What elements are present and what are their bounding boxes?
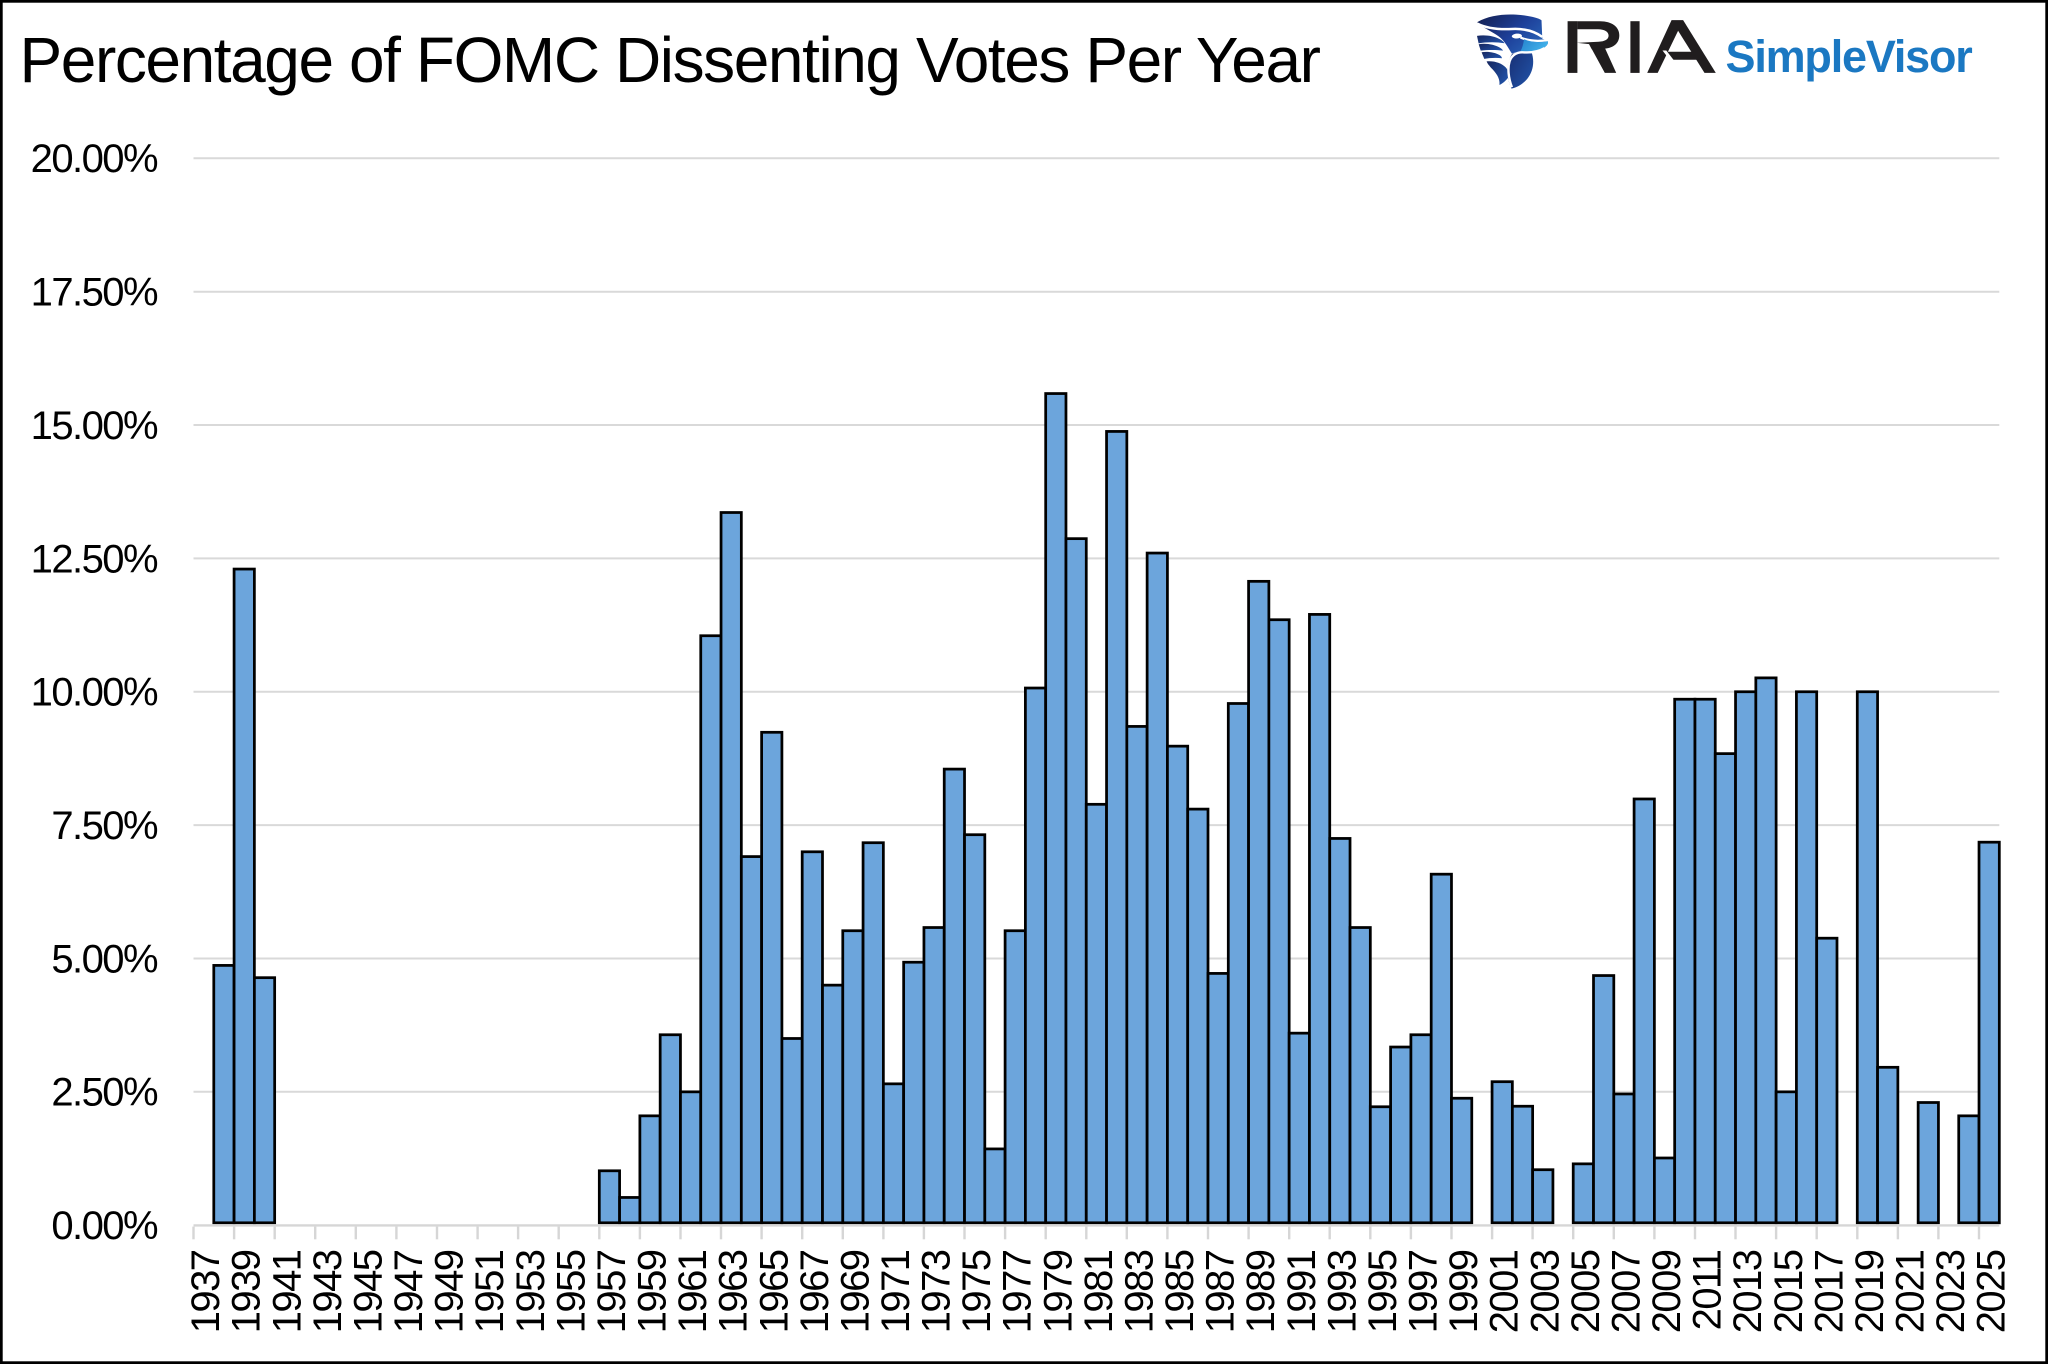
svg-text:1997: 1997 [1402,1250,1446,1333]
svg-text:1993: 1993 [1320,1250,1364,1333]
svg-text:1995: 1995 [1361,1250,1405,1333]
svg-text:17.50%: 17.50% [31,271,158,315]
svg-text:2013: 2013 [1726,1250,1770,1333]
svg-text:1987: 1987 [1199,1250,1243,1333]
svg-text:1939: 1939 [225,1250,269,1333]
svg-text:2023: 2023 [1929,1250,1973,1333]
svg-text:1947: 1947 [387,1250,431,1333]
svg-text:1991: 1991 [1280,1250,1324,1333]
svg-text:1945: 1945 [347,1250,391,1333]
svg-text:10.00%: 10.00% [31,671,158,715]
svg-text:1957: 1957 [590,1250,634,1333]
svg-text:1951: 1951 [468,1250,512,1333]
svg-text:SimpleVisor: SimpleVisor [1726,31,1973,82]
svg-text:0.00%: 0.00% [51,1204,158,1248]
svg-text:1937: 1937 [184,1250,228,1333]
svg-text:1953: 1953 [509,1250,553,1333]
svg-text:2003: 2003 [1523,1250,1567,1333]
svg-text:1961: 1961 [671,1250,715,1333]
svg-text:1985: 1985 [1158,1250,1202,1333]
svg-text:1989: 1989 [1239,1250,1283,1333]
svg-text:2009: 2009 [1645,1250,1689,1333]
svg-text:1977: 1977 [996,1250,1040,1333]
svg-text:1983: 1983 [1118,1250,1162,1333]
svg-text:1973: 1973 [915,1250,959,1333]
svg-text:1955: 1955 [549,1250,593,1333]
svg-text:1999: 1999 [1442,1250,1486,1333]
svg-text:2017: 2017 [1807,1250,1851,1333]
svg-text:2001: 2001 [1483,1250,1527,1333]
svg-text:1969: 1969 [833,1250,877,1333]
svg-text:1949: 1949 [428,1250,472,1333]
svg-text:15.00%: 15.00% [31,404,158,448]
svg-text:2.50%: 2.50% [51,1071,158,1115]
svg-text:2019: 2019 [1848,1250,1892,1333]
svg-text:1941: 1941 [265,1250,309,1333]
svg-text:1959: 1959 [631,1250,675,1333]
svg-text:1965: 1965 [752,1250,796,1333]
svg-text:2011: 2011 [1686,1250,1730,1330]
svg-text:2021: 2021 [1889,1250,1933,1333]
svg-text:1967: 1967 [793,1250,837,1333]
svg-text:2007: 2007 [1604,1250,1648,1333]
svg-text:2015: 2015 [1767,1250,1811,1333]
svg-text:7.50%: 7.50% [51,804,158,848]
svg-text:1971: 1971 [874,1250,918,1333]
svg-text:1975: 1975 [955,1250,999,1333]
svg-text:2025: 2025 [1970,1250,2014,1333]
svg-text:1981: 1981 [1077,1250,1121,1333]
svg-text:5.00%: 5.00% [51,937,158,981]
svg-text:1943: 1943 [306,1250,350,1333]
svg-text:Percentage of FOMC Dissenting: Percentage of FOMC Dissenting Votes Per … [20,24,1321,96]
svg-text:2005: 2005 [1564,1250,1608,1333]
svg-text:20.00%: 20.00% [31,137,158,181]
svg-text:12.50%: 12.50% [31,537,158,581]
svg-text:1979: 1979 [1036,1250,1080,1333]
svg-text:1963: 1963 [712,1250,756,1333]
